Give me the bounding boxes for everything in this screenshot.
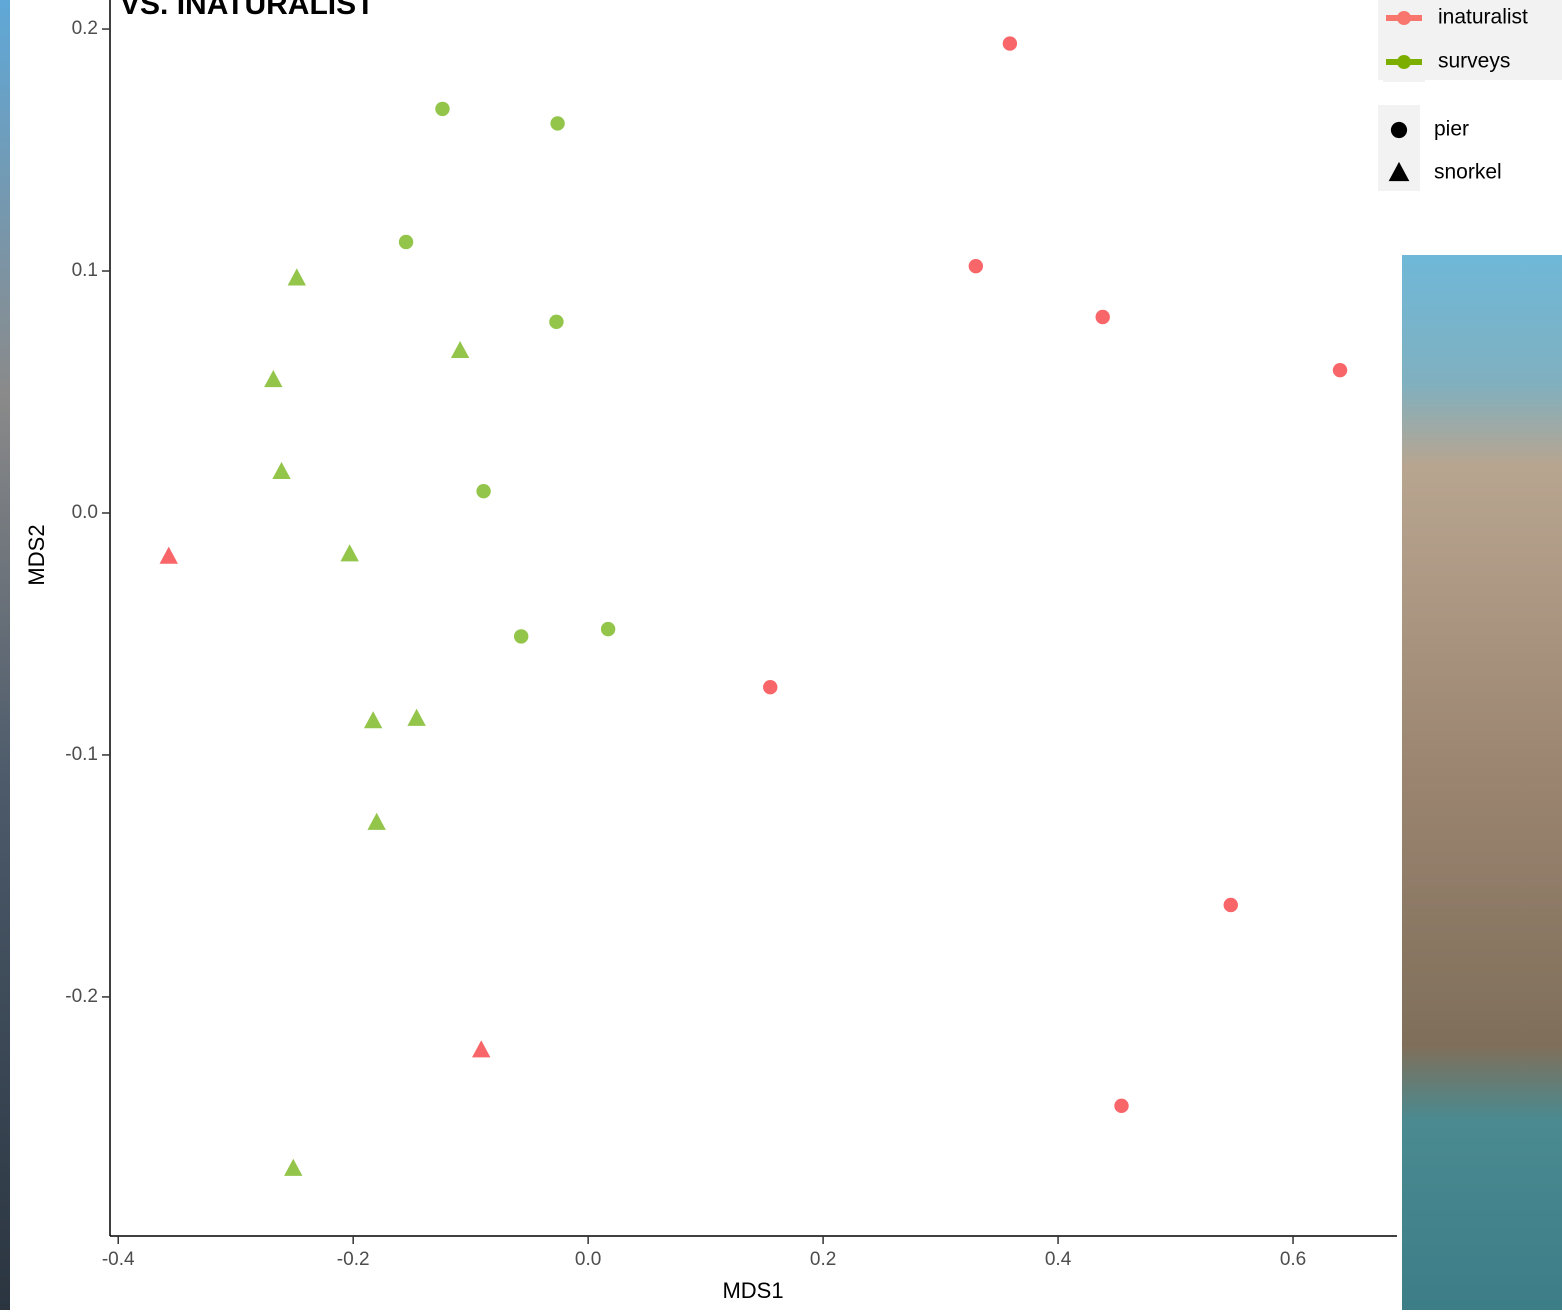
circle-marker [968, 258, 984, 274]
y-tick-label: -0.1 [65, 744, 98, 765]
circle-marker [1332, 363, 1348, 378]
legend-label: pier [1434, 118, 1469, 141]
triangle-marker [287, 268, 306, 286]
triangle-marker [407, 708, 426, 726]
chart-title: VS. INATURALIST [120, 0, 374, 21]
circle-marker [1002, 36, 1018, 51]
triangle-marker [284, 1158, 303, 1176]
circle-marker [476, 484, 491, 499]
circle-marker [549, 314, 564, 330]
circle-marker [398, 234, 414, 250]
triangle-marker [340, 544, 359, 562]
triangle-marker [367, 812, 386, 830]
legend-key-dot [1397, 55, 1411, 69]
x-tick-label: 0.6 [1280, 1249, 1306, 1270]
legend-label: inaturalist [1438, 6, 1528, 29]
x-tick-label: -0.4 [102, 1249, 135, 1270]
legend-key-dot [1397, 11, 1411, 25]
circle-marker [1114, 1098, 1129, 1114]
triangle-marker [472, 1040, 491, 1058]
circle-marker [550, 116, 565, 131]
legend-label: snorkel [1434, 161, 1502, 184]
x-tick-label: 0.0 [575, 1249, 601, 1270]
circle-marker [600, 621, 616, 637]
background-photo [1402, 255, 1562, 1310]
circle-marker [763, 680, 778, 695]
triangle-marker [272, 461, 291, 480]
y-tick-label: 0.0 [72, 502, 98, 523]
legend-label: surveys [1438, 50, 1510, 73]
background-photo [0, 0, 10, 1310]
triangle-marker [159, 546, 178, 564]
y-axis-label: MDS2 [24, 524, 49, 585]
triangle-marker [450, 340, 470, 359]
circle-marker [435, 101, 450, 117]
y-tick-label: -0.2 [65, 986, 98, 1007]
triangle-marker [363, 711, 383, 729]
y-tick-label: 0.2 [72, 18, 98, 39]
triangle-marker [264, 369, 283, 388]
circle-marker [513, 629, 529, 644]
x-tick-label: 0.2 [810, 1249, 836, 1270]
y-tick-label: 0.1 [72, 260, 98, 281]
x-tick-label: -0.2 [337, 1249, 370, 1270]
x-tick-label: 0.4 [1045, 1249, 1072, 1270]
circle-marker [1223, 897, 1238, 913]
triangle-marker [1388, 161, 1410, 182]
circle-marker [1390, 121, 1408, 139]
x-axis-label: MDS1 [722, 1278, 783, 1303]
circle-marker [1095, 309, 1110, 325]
